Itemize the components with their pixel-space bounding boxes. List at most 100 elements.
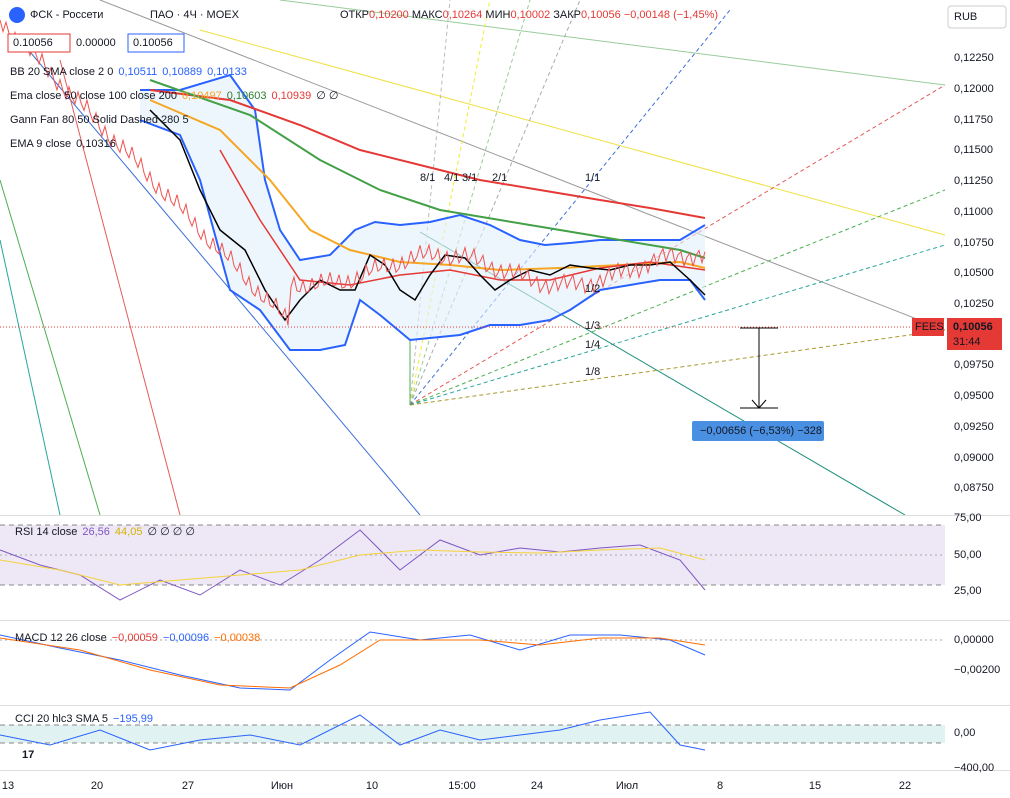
symbol[interactable]: ФСК - Россети [30, 9, 103, 21]
macd-axis-label: −0,00200 [954, 664, 1000, 676]
legend-value: ∅ ∅ [316, 90, 338, 102]
legend-value: 0,10511 [118, 66, 157, 78]
price-axis-label: 0,11250 [954, 175, 993, 187]
high: 0,10264 [443, 9, 483, 21]
legend-label: Ema close 50 close 100 close 200 [10, 90, 177, 102]
legend-value: 0,10316 [76, 138, 116, 150]
symbol-info: ПАО · 4Ч · MOEX [150, 9, 240, 21]
legend-label: BB 20 SMA close 2 0 [10, 66, 113, 78]
time-axis-label: 15 [809, 780, 821, 792]
indicator-legend: EMA 9 close 0,10316 [10, 138, 116, 150]
fan-label: 4/1 [444, 172, 459, 184]
time-axis-label: 15:00 [448, 780, 476, 792]
measure-text: −0,00656 (−6,53%) −328 [700, 425, 822, 437]
time-axis-label: Июл [616, 780, 638, 792]
logo: 17 [22, 749, 34, 761]
rsi-axis-label: 75,00 [954, 512, 982, 524]
fan-label: 1/3 [585, 320, 600, 332]
price-box-text: 0.10056 [13, 37, 53, 49]
ohlc: ОТКР0,10200 МАКС0,10264 МИН0,10002 ЗАКР0… [340, 9, 718, 21]
price-axis-label: 0,09750 [954, 359, 994, 371]
time-axis-label: 8 [717, 780, 723, 792]
legend-value: 0,10133 [207, 66, 247, 78]
macd-axis-label: 0,00000 [954, 634, 994, 646]
cci-axis-label: −400,00 [954, 762, 994, 774]
time-axis-label: 10 [366, 780, 378, 792]
rsi-axis-label: 50,00 [954, 549, 982, 561]
price-axis-label: 0,11000 [954, 206, 993, 218]
legend-value: 0,10889 [162, 66, 202, 78]
time-axis-label: 20 [91, 780, 103, 792]
legend-value: 0,10603 [227, 90, 267, 102]
high-label: МАКС [412, 9, 443, 21]
price-box [7, 33, 71, 53]
pane-legend: RSI 14 close 26,56 44,05 ∅ ∅ ∅ ∅ [15, 526, 195, 538]
legend-value: −195,99 [113, 713, 153, 725]
ticker-tag-text: FEES [915, 321, 944, 333]
cci-axis-label: 0,00 [954, 727, 975, 739]
indicator-legend: Gann Fan 80 50 Solid Dashed 280 5 [10, 114, 189, 126]
ticker-tag [912, 318, 944, 336]
price-axis-label: 0,11750 [954, 114, 993, 126]
fan-label: 1/8 [585, 366, 600, 378]
low-label: МИН [485, 9, 510, 21]
last-price: 0,10056 [953, 321, 993, 333]
legend-value: RSI 14 close [15, 526, 77, 538]
price-box-text: 0.10056 [133, 37, 173, 49]
time-axis-label: 13 [2, 780, 14, 792]
time-axis-label: Июн [271, 780, 293, 792]
indicator-legend: BB 20 SMA close 2 0 0,10511 0,10889 0,10133 [10, 66, 247, 78]
legend-value: −0,00096 [163, 632, 209, 644]
fan-label: 3/1 [462, 172, 477, 184]
legend-value: 0,10497 [182, 90, 222, 102]
symbol-icon [9, 7, 25, 23]
indicator-legend: Ema close 50 close 100 close 200 0,10497 0… [10, 90, 338, 102]
legend-label: Gann Fan 80 50 Solid Dashed 280 5 [10, 114, 189, 126]
price-axis-label: 0,12000 [954, 83, 994, 95]
legend-value: 44,05 [115, 526, 143, 538]
price-box-text: 0.00000 [76, 37, 116, 49]
change: −0,00148 (−1,45%) [624, 9, 718, 21]
legend-value: −0,00038 [214, 632, 260, 644]
currency[interactable]: RUB [954, 11, 977, 23]
rsi-axis-label: 25,00 [954, 585, 982, 597]
price-axis-label: 0,08750 [954, 482, 994, 494]
price-axis-label: 0,12250 [954, 52, 994, 64]
price-axis-label: 0,09250 [954, 421, 994, 433]
pane-legend: CCI 20 hlc3 SMA 5 −195,99 [15, 713, 153, 725]
price-axis-label: 0,10750 [954, 237, 994, 249]
price-box [127, 33, 185, 53]
legend-value: CCI 20 hlc3 SMA 5 [15, 713, 108, 725]
legend-value: ∅ ∅ ∅ ∅ [147, 526, 195, 538]
close-label: ЗАКР [553, 9, 581, 21]
open-label: ОТКР [340, 9, 369, 21]
legend-value: MACD 12 26 close [15, 632, 107, 644]
fan-label: 1/1 [585, 172, 600, 184]
last-price-box [947, 318, 1002, 350]
close: 0,10056 [581, 9, 621, 21]
measure-box [692, 421, 824, 441]
price-axis-label: 0,10500 [954, 267, 994, 279]
legend-value: −0,00059 [112, 632, 158, 644]
labels: ФСК - Россети ПАО · 4Ч · MOEX ОТКР0,1020… [7, 5, 1007, 761]
price-axis-label: 0,09500 [954, 390, 994, 402]
time-axis-label: 27 [182, 780, 194, 792]
fan-label: 1/2 [585, 283, 600, 295]
fan-label: 2/1 [492, 172, 507, 184]
currency-button[interactable] [947, 5, 1007, 29]
pane-legend: MACD 12 26 close −0,00059 −0,00096 −0,00038 [15, 632, 260, 644]
open: 0,10200 [369, 9, 409, 21]
time-axis-label: 22 [899, 780, 911, 792]
low: 0,10002 [510, 9, 550, 21]
time-axis-label: 24 [531, 780, 543, 792]
legend-label: EMA 9 close [10, 138, 71, 150]
legend-value: 26,56 [82, 526, 110, 538]
countdown: 31:44 [953, 336, 981, 348]
price-axis-label: 0,10250 [954, 298, 994, 310]
fan-label: 8/1 [420, 172, 435, 184]
price-axis-label: 0,11500 [954, 144, 993, 156]
price-axis-label: 0,09000 [954, 452, 994, 464]
fan-label: 1/4 [585, 339, 600, 351]
drawings [0, 0, 1010, 771]
